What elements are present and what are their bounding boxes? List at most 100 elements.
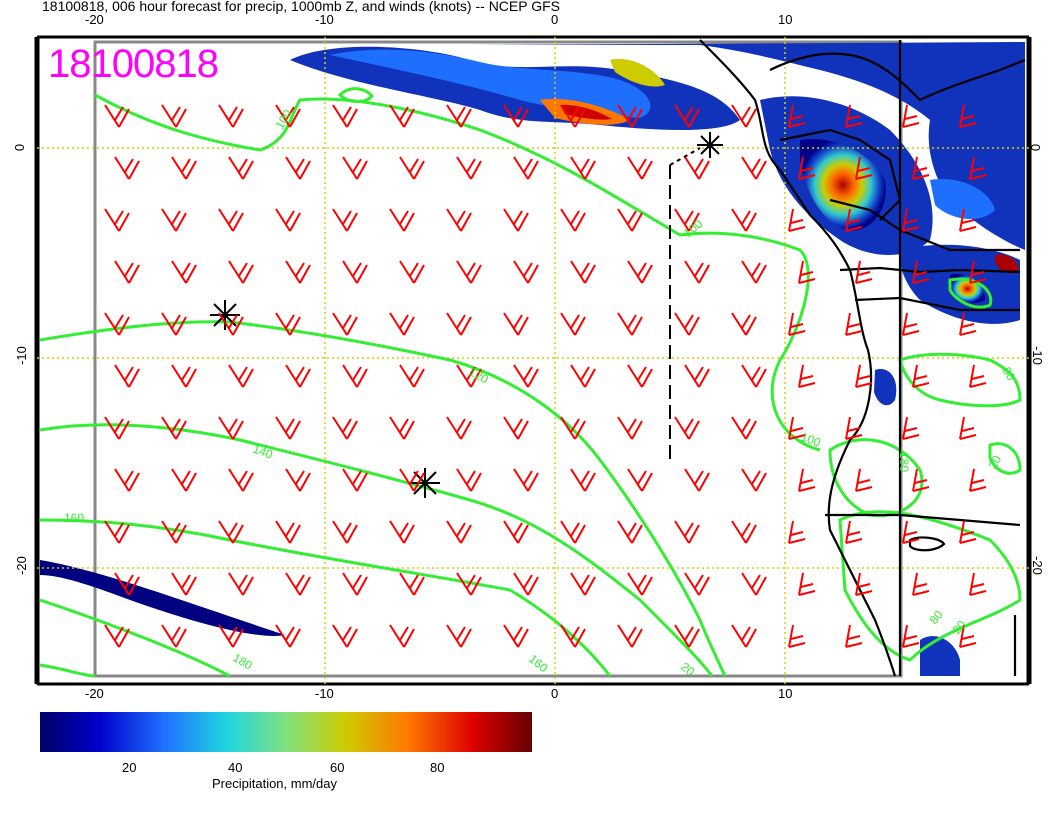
left-tick: -10	[13, 346, 29, 365]
wind-barb	[275, 312, 301, 336]
wind-barb	[399, 260, 425, 284]
wind-barb	[617, 624, 643, 648]
wind-barb	[788, 312, 806, 336]
bottom-tick: 10	[778, 686, 793, 701]
wind-barb	[855, 156, 873, 180]
wind-barb	[228, 468, 254, 492]
wind-barb	[218, 520, 244, 544]
wind-barb	[228, 364, 254, 388]
wind-barb	[845, 520, 863, 544]
wind-barb	[912, 364, 930, 388]
date-stamp: 18100818	[48, 42, 219, 86]
wind-barb	[114, 260, 140, 284]
wind-barb	[161, 208, 187, 232]
wind-barb	[285, 260, 311, 284]
wind-barb	[114, 364, 140, 388]
wind-barb	[389, 520, 415, 544]
wind-barb	[627, 364, 653, 388]
wind-barb	[342, 364, 368, 388]
wind-barb	[560, 520, 586, 544]
wind-barb	[617, 208, 643, 232]
wind-barb	[741, 364, 767, 388]
right-tick: -20	[1029, 556, 1045, 575]
top-tick: 0	[551, 12, 559, 27]
top-tick: -10	[315, 12, 334, 27]
contour-label: 80	[927, 607, 947, 626]
wind-barb	[399, 364, 425, 388]
wind-barb	[161, 312, 187, 336]
storm-center-markers	[210, 132, 723, 498]
wind-barb	[389, 416, 415, 440]
wind-barb	[161, 416, 187, 440]
right-tick: 0	[1028, 143, 1044, 152]
contour-label: 160	[64, 511, 84, 525]
wind-barb	[285, 156, 311, 180]
wind-barb	[275, 208, 301, 232]
wind-barb	[959, 520, 977, 544]
wind-barb	[456, 572, 482, 596]
wind-barb	[845, 104, 863, 128]
wind-barb	[285, 364, 311, 388]
wind-barb	[503, 104, 529, 128]
wind-barb	[969, 364, 987, 388]
wind-barb	[674, 104, 700, 128]
wind-barb	[342, 260, 368, 284]
wind-barb	[342, 156, 368, 180]
wind-barb	[741, 156, 767, 180]
wind-barb	[731, 104, 757, 128]
colorbar-tick: 20	[122, 760, 137, 775]
wind-barb	[855, 364, 873, 388]
wind-barb	[674, 208, 700, 232]
wind-barb	[446, 520, 472, 544]
wind-barb	[104, 312, 130, 336]
top-tick: 10	[778, 12, 793, 27]
wind-barb	[171, 364, 197, 388]
bottom-tick: -20	[85, 686, 104, 701]
wind-barb	[969, 468, 987, 492]
bottom-tick: 0	[551, 686, 559, 701]
colorbar-tick: 60	[330, 760, 345, 775]
wind-barb	[389, 104, 415, 128]
wind-barb	[389, 208, 415, 232]
wind-barb	[674, 624, 700, 648]
left-tick: -20	[13, 556, 29, 575]
wind-barb	[228, 572, 254, 596]
contour-label: 20	[985, 453, 1004, 472]
wind-barb	[845, 624, 863, 648]
contour-label: 180	[897, 452, 911, 472]
wind-barb	[570, 260, 596, 284]
wind-barb	[560, 416, 586, 440]
wind-barb	[684, 156, 710, 180]
wind-barb	[275, 624, 301, 648]
wind-barb	[627, 260, 653, 284]
wind-barb	[218, 416, 244, 440]
wind-barb	[741, 572, 767, 596]
wind-barb	[788, 520, 806, 544]
wind-barb	[275, 416, 301, 440]
wind-barb	[969, 260, 987, 284]
contour-label: 20	[950, 617, 970, 636]
wind-barb	[104, 208, 130, 232]
wind-barb	[731, 312, 757, 336]
wind-barb	[902, 520, 920, 544]
storm-marker	[210, 300, 240, 330]
contour-label: 100	[681, 216, 706, 240]
wind-barb	[456, 468, 482, 492]
wind-barb	[902, 416, 920, 440]
contour-label: 160	[526, 652, 551, 676]
right-tick: -10	[1029, 346, 1045, 365]
wind-barb	[912, 260, 930, 284]
wind-barb	[513, 156, 539, 180]
wind-barb	[389, 312, 415, 336]
wind-barb	[731, 624, 757, 648]
wind-barb	[902, 208, 920, 232]
wind-barb	[446, 624, 472, 648]
wind-barb	[855, 260, 873, 284]
wind-barb	[788, 624, 806, 648]
wind-barb	[503, 416, 529, 440]
wind-barb	[399, 468, 425, 492]
wind-barb	[399, 572, 425, 596]
wind-barb	[731, 416, 757, 440]
wind-barb	[627, 156, 653, 180]
wind-barb	[503, 208, 529, 232]
